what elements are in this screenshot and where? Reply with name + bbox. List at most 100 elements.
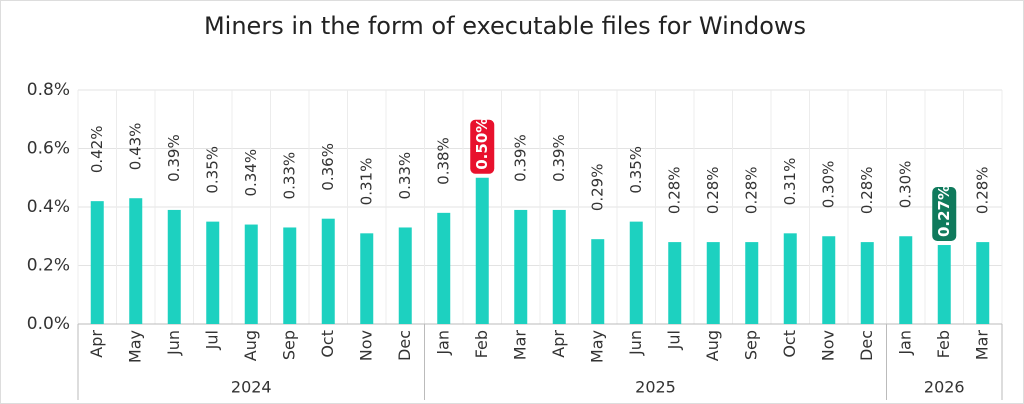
x-tick-label: Jan <box>895 330 914 356</box>
x-tick-group: Nov <box>818 330 837 361</box>
x-tick-group: Dec <box>395 330 414 361</box>
x-tick-group: Mar <box>510 330 529 361</box>
value-label-group: 0.28% <box>858 166 876 214</box>
value-label: 0.34% <box>242 149 260 197</box>
value-label: 0.42% <box>88 125 106 173</box>
x-tick-label: Sep <box>279 330 298 360</box>
bar <box>90 201 104 324</box>
x-tick-group: Dec <box>857 330 876 361</box>
value-label-group: 0.28% <box>704 166 722 214</box>
x-tick-group: Apr <box>549 330 568 358</box>
value-label-group: 0.28% <box>973 166 991 214</box>
bar <box>706 242 720 324</box>
x-tick-label: Jun <box>164 330 183 356</box>
value-label-group: 0.36% <box>319 143 337 191</box>
x-tick-group: Mar <box>972 330 991 361</box>
bar <box>283 227 297 324</box>
x-tick-group: Feb <box>472 330 491 358</box>
value-label: 0.28% <box>742 166 760 214</box>
value-label: 0.29% <box>588 164 606 212</box>
x-tick-label: May <box>125 330 144 363</box>
x-tick-label: Jul <box>202 330 221 350</box>
value-label-group: 0.31% <box>781 158 799 206</box>
x-tick-label: Mar <box>510 330 529 361</box>
value-label: 0.43% <box>126 123 144 171</box>
bar <box>860 242 874 324</box>
x-tick-group: Feb <box>934 330 953 358</box>
x-tick-group: Sep <box>741 330 760 360</box>
bar <box>129 198 143 324</box>
x-tick-label: Nov <box>356 330 375 361</box>
x-tick-group: Oct <box>780 330 799 358</box>
value-label-group: 0.29% <box>588 164 606 212</box>
bar <box>475 177 489 324</box>
bar <box>822 236 836 324</box>
value-label-box <box>470 119 495 174</box>
value-label: 0.28% <box>858 166 876 214</box>
value-label: 0.27% <box>935 185 953 237</box>
bar <box>783 233 797 324</box>
chart-title: Miners in the form of executable files f… <box>204 12 806 40</box>
bar <box>437 212 451 324</box>
y-tick-label: 0.0% <box>27 314 70 334</box>
value-label-group: 0.27% <box>932 185 957 242</box>
x-tick-group: Jan <box>433 330 452 356</box>
x-tick-label: Nov <box>818 330 837 361</box>
x-tick-label: May <box>587 330 606 363</box>
value-label-group: 0.39% <box>165 134 183 182</box>
bar <box>398 227 412 324</box>
x-tick-label: Jun <box>626 330 645 356</box>
bar <box>514 209 528 324</box>
x-tick-label: Sep <box>741 330 760 360</box>
x-group-label: 2024 <box>231 378 272 397</box>
x-tick-group: Aug <box>703 330 722 361</box>
value-label: 0.35% <box>627 146 645 194</box>
bar <box>552 209 566 324</box>
y-tick-label: 0.8% <box>27 80 70 100</box>
value-label: 0.33% <box>280 152 298 200</box>
y-tick-label: 0.2% <box>27 256 70 276</box>
value-label: 0.39% <box>550 134 568 182</box>
x-tick-label: Feb <box>934 330 953 358</box>
value-label-group: 0.31% <box>357 158 375 206</box>
x-tick-label: Aug <box>703 330 722 361</box>
value-label-group: 0.39% <box>550 134 568 182</box>
value-label-group: 0.35% <box>203 146 221 194</box>
x-tick-group: May <box>125 330 144 363</box>
value-label-group: 0.50% <box>470 118 495 174</box>
bar <box>167 209 181 324</box>
value-label: 0.39% <box>511 134 529 182</box>
value-label: 0.28% <box>973 166 991 214</box>
value-label-group: 0.35% <box>627 146 645 194</box>
value-label: 0.30% <box>819 161 837 209</box>
value-label: 0.30% <box>896 161 914 209</box>
value-label: 0.31% <box>781 158 799 206</box>
x-tick-label: Oct <box>780 330 799 358</box>
bar <box>629 221 643 324</box>
value-label: 0.50% <box>473 118 491 170</box>
x-group-label: 2025 <box>635 378 676 397</box>
y-tick-label: 0.6% <box>27 139 70 159</box>
value-label-group: 0.43% <box>126 123 144 171</box>
x-tick-label: Feb <box>472 330 491 358</box>
value-label: 0.38% <box>434 137 452 185</box>
bar <box>937 245 951 324</box>
bar <box>745 242 759 324</box>
bar <box>206 221 220 324</box>
value-label-group: 0.30% <box>896 161 914 209</box>
x-tick-label: Apr <box>87 330 106 358</box>
x-tick-label: Dec <box>395 330 414 361</box>
value-label-group: 0.33% <box>396 152 414 200</box>
value-label-group: 0.34% <box>242 149 260 197</box>
value-label-group: 0.33% <box>280 152 298 200</box>
value-label: 0.35% <box>203 146 221 194</box>
x-tick-group: Jun <box>626 330 645 356</box>
x-tick-group: Jun <box>164 330 183 356</box>
value-label: 0.31% <box>357 158 375 206</box>
x-tick-group: May <box>587 330 606 363</box>
bar <box>360 233 374 324</box>
x-tick-group: Sep <box>279 330 298 360</box>
x-tick-group: Oct <box>318 330 337 358</box>
value-label: 0.28% <box>665 166 683 214</box>
